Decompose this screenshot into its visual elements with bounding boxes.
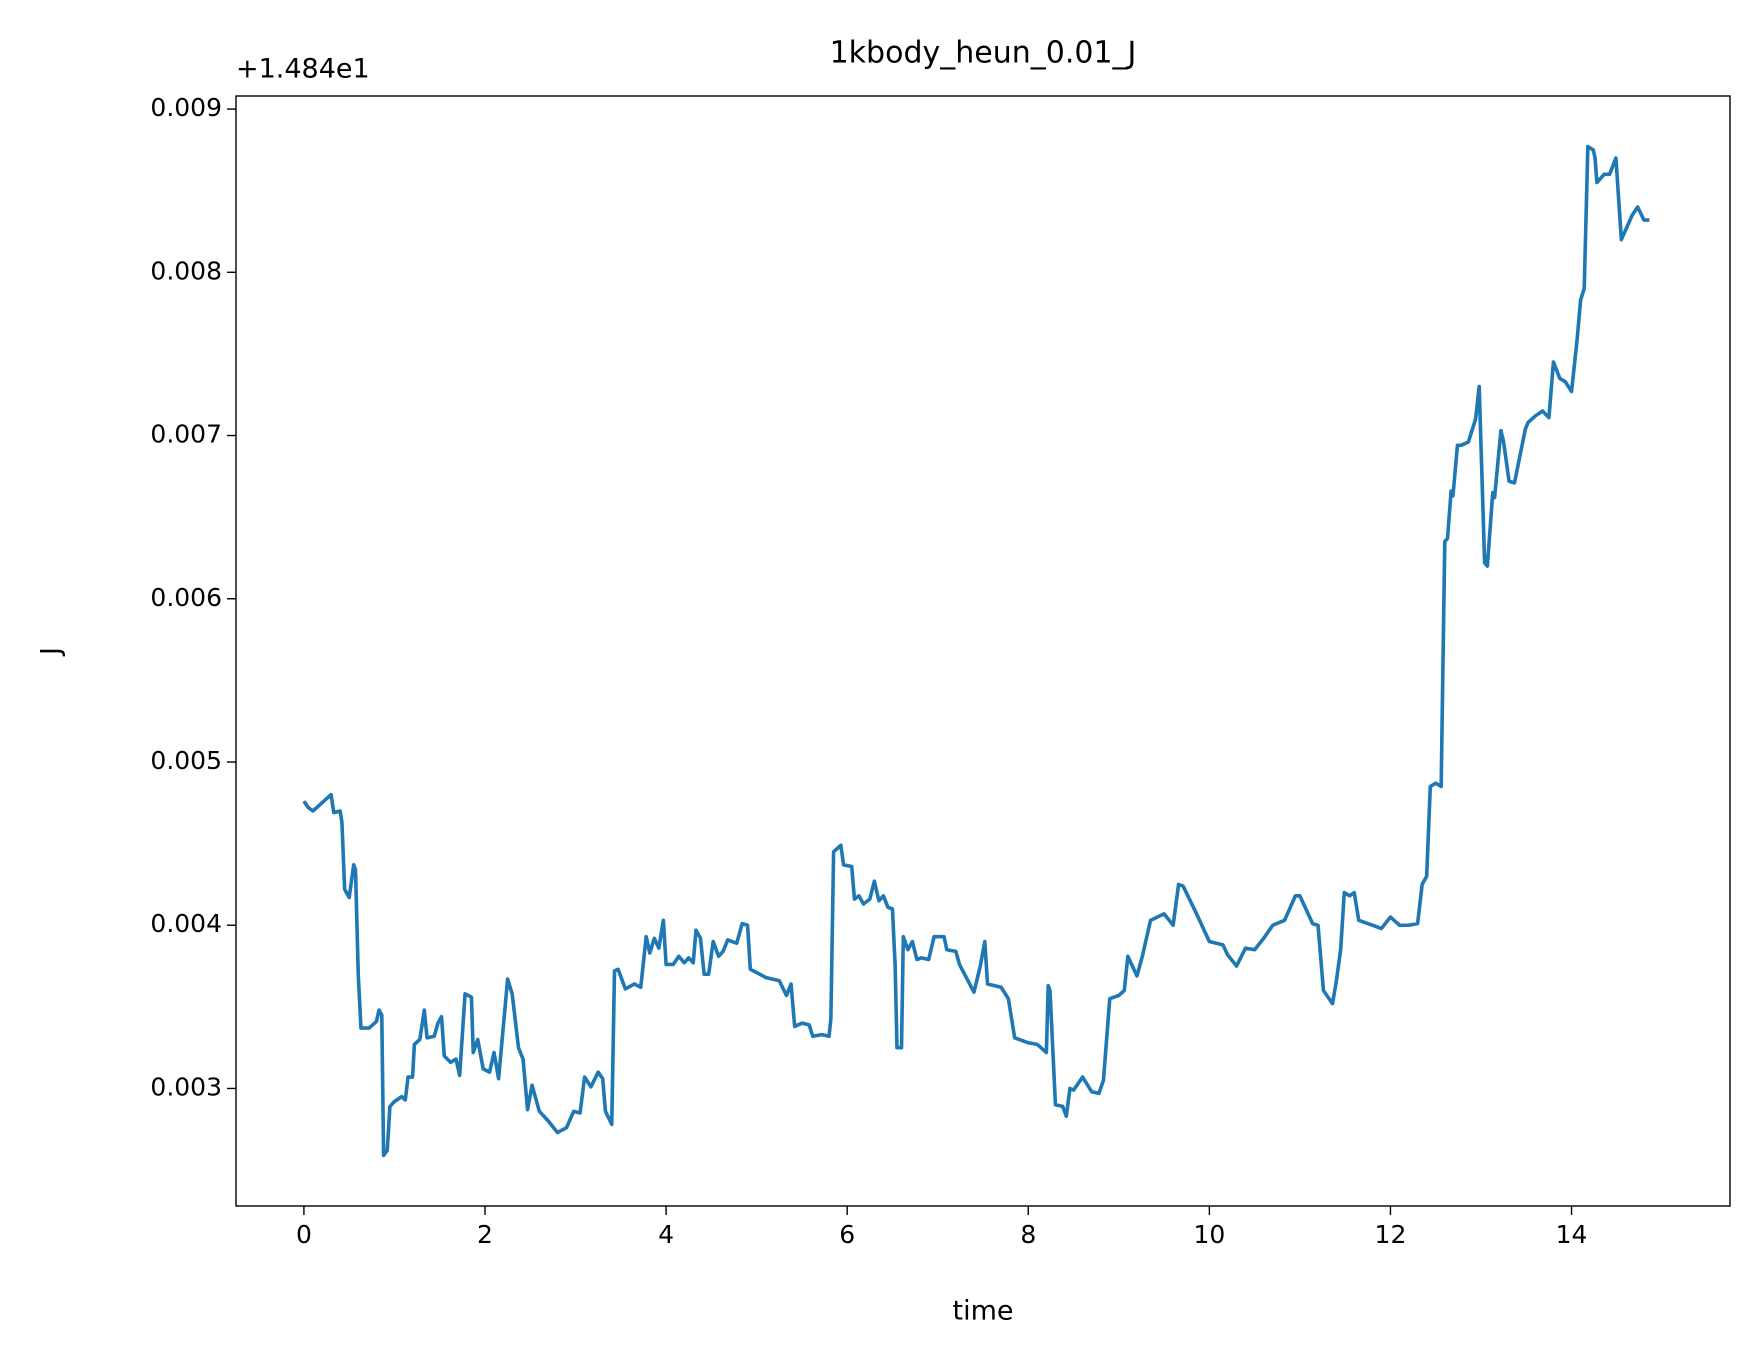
x-tick-label: 6 bbox=[839, 1220, 855, 1249]
plot-frame bbox=[235, 95, 1731, 1207]
data-line bbox=[302, 144, 1650, 1158]
y-axis-label: J bbox=[36, 647, 67, 657]
x-axis-label: time bbox=[952, 1296, 1013, 1327]
x-tick-label: 0 bbox=[296, 1220, 312, 1249]
y-tick-label: 0.004 bbox=[150, 909, 222, 938]
x-tick-label: 8 bbox=[1020, 1220, 1036, 1249]
y-tick-label: 0.008 bbox=[150, 256, 222, 285]
x-tick-label: 14 bbox=[1556, 1220, 1588, 1249]
y-tick-label: 0.005 bbox=[150, 746, 222, 775]
x-tick-label: 4 bbox=[658, 1220, 674, 1249]
y-tick-label: 0.003 bbox=[150, 1072, 222, 1101]
x-tick-label: 12 bbox=[1375, 1220, 1407, 1249]
chart-title: 1kbody_heun_0.01_J bbox=[830, 36, 1137, 71]
y-tick-label: 0.009 bbox=[150, 93, 222, 122]
y-tick-label: 0.007 bbox=[150, 420, 222, 449]
offset-label: +1.484e1 bbox=[236, 54, 370, 85]
y-tick-label: 0.006 bbox=[150, 583, 222, 612]
x-tick-label: 2 bbox=[477, 1220, 493, 1249]
x-tick-label: 10 bbox=[1193, 1220, 1225, 1249]
